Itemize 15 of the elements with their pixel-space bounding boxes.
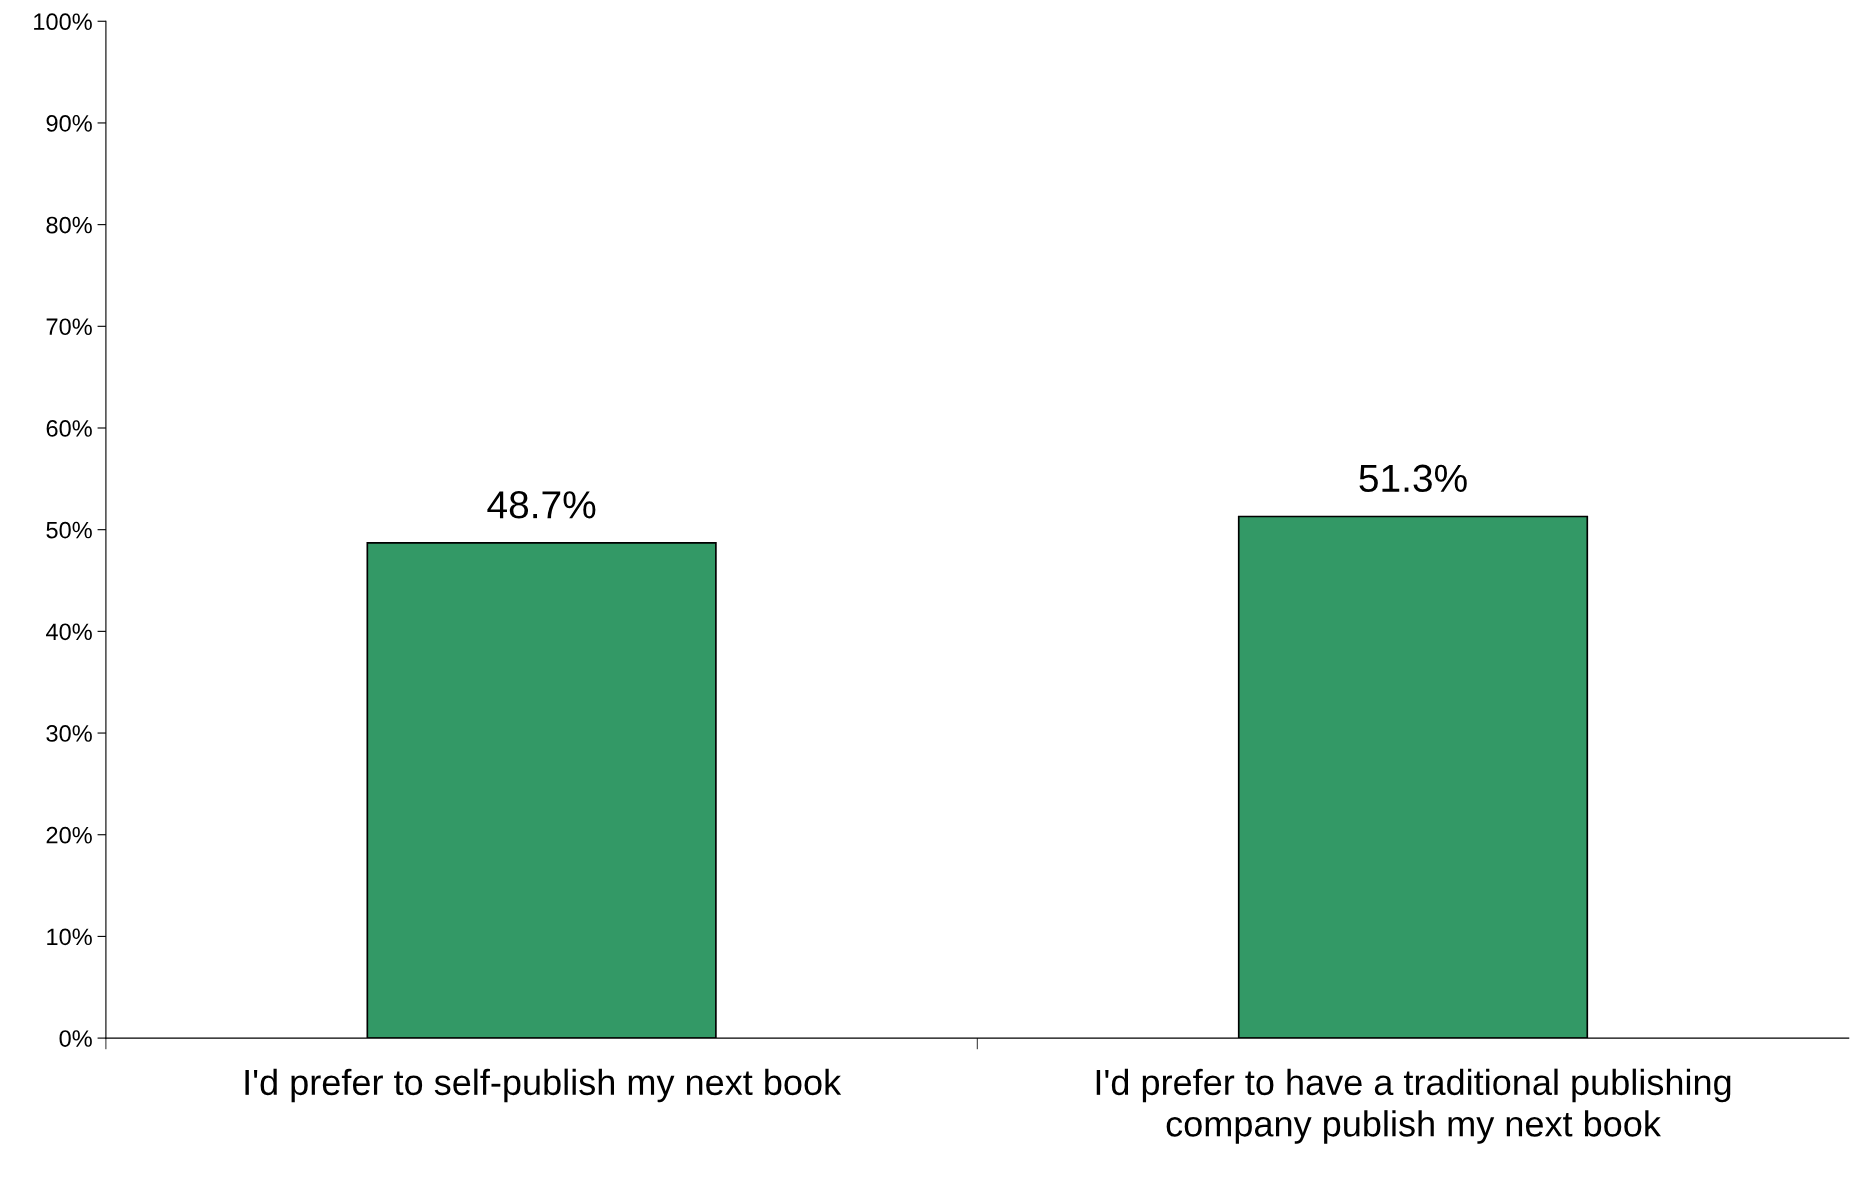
y-tick-label: 100% — [34, 13, 92, 31]
y-tick-label: 40% — [46, 623, 92, 641]
y-tick-label: 70% — [46, 318, 92, 336]
y-tick-label: 20% — [46, 826, 92, 844]
y-tick-label: 60% — [46, 420, 92, 437]
y-tick-label: 80% — [46, 216, 92, 234]
x-tick-label: I'd prefer to have a traditional publishing company publish my next book — [1096, 1068, 1731, 1144]
y-tick-label: 0% — [59, 1030, 92, 1047]
y-tick-label: 10% — [47, 928, 92, 946]
y-tick-label: 90% — [46, 115, 92, 132]
data-label: 51.3% — [1359, 464, 1467, 493]
x-tick-label: I'd prefer to self-publish my next book — [245, 1068, 842, 1103]
y-tick-label: 30% — [46, 725, 92, 742]
y-tick-label: 50% — [46, 521, 92, 539]
data-label: 48.7% — [487, 491, 596, 519]
